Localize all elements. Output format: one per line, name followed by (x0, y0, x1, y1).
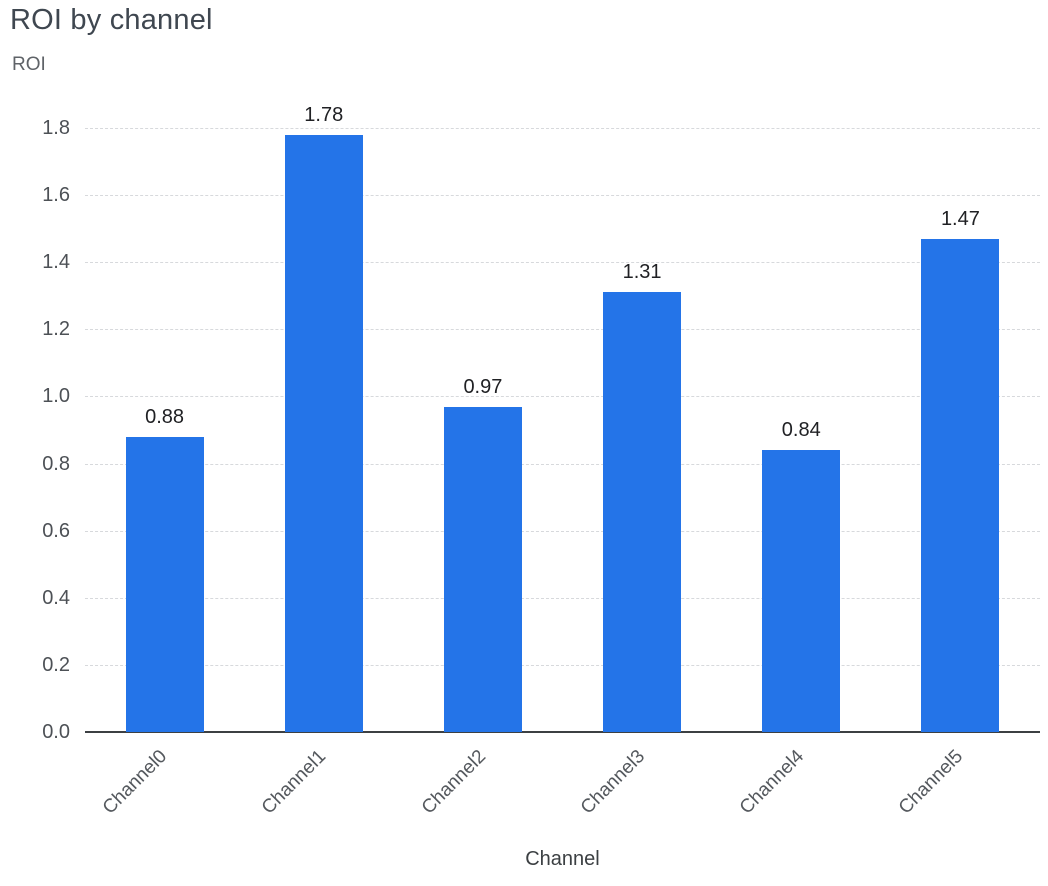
gridline (85, 597, 1040, 599)
gridline (85, 530, 1040, 532)
bar-Channel1 (284, 134, 363, 732)
gridline (85, 664, 1040, 666)
y-tick-label: 0.0 (42, 721, 70, 743)
gridline (85, 128, 1040, 129)
y-tick-label: 1.4 (42, 251, 70, 274)
x-axis-line (85, 731, 1040, 733)
bar-value-label: 0.97 (463, 375, 503, 398)
gridline (85, 463, 1040, 465)
bar-Channel4 (762, 450, 841, 732)
x-axis-title: Channel (525, 848, 600, 870)
bar-Channel2 (443, 406, 522, 732)
x-tick-label: Channel3 (576, 746, 649, 819)
x-tick-label: Channel1 (258, 746, 331, 819)
bar-Channel5 (921, 238, 1000, 732)
gridline (85, 195, 1040, 197)
y-tick-label: 0.2 (42, 653, 70, 676)
x-tick-label: Channel5 (894, 746, 968, 819)
y-tick-label: 1.0 (42, 385, 70, 408)
y-tick-label: 0.6 (42, 519, 70, 542)
y-tick-label: 1.6 (42, 184, 70, 207)
y-tick-label: 0.8 (42, 452, 70, 475)
x-tick-label: Channel4 (735, 746, 809, 819)
gridline (85, 262, 1040, 264)
y-tick-label: 1.2 (42, 318, 70, 341)
bar-value-label: 1.78 (304, 103, 344, 126)
y-tick-label: 0.4 (42, 586, 70, 609)
bar-Channel0 (125, 436, 204, 732)
x-tick-label: Channel2 (417, 746, 490, 819)
y-axis-title: ROI (12, 54, 46, 75)
bar-Channel3 (603, 292, 682, 732)
plot-area: 0.88 1.78 0.97 1.31 0.84 1.47 (85, 104, 1040, 733)
x-tick-label: Channel0 (99, 746, 172, 819)
chart-title: ROI by channel (10, 4, 213, 36)
bar-value-label: 0.88 (145, 405, 185, 428)
y-tick-label: 1.8 (42, 117, 70, 139)
bar-value-label: 0.84 (781, 419, 821, 442)
gridline (85, 396, 1040, 398)
gridline (85, 329, 1040, 331)
bar-value-label: 1.47 (940, 207, 980, 230)
bar-value-label: 1.31 (622, 261, 662, 284)
